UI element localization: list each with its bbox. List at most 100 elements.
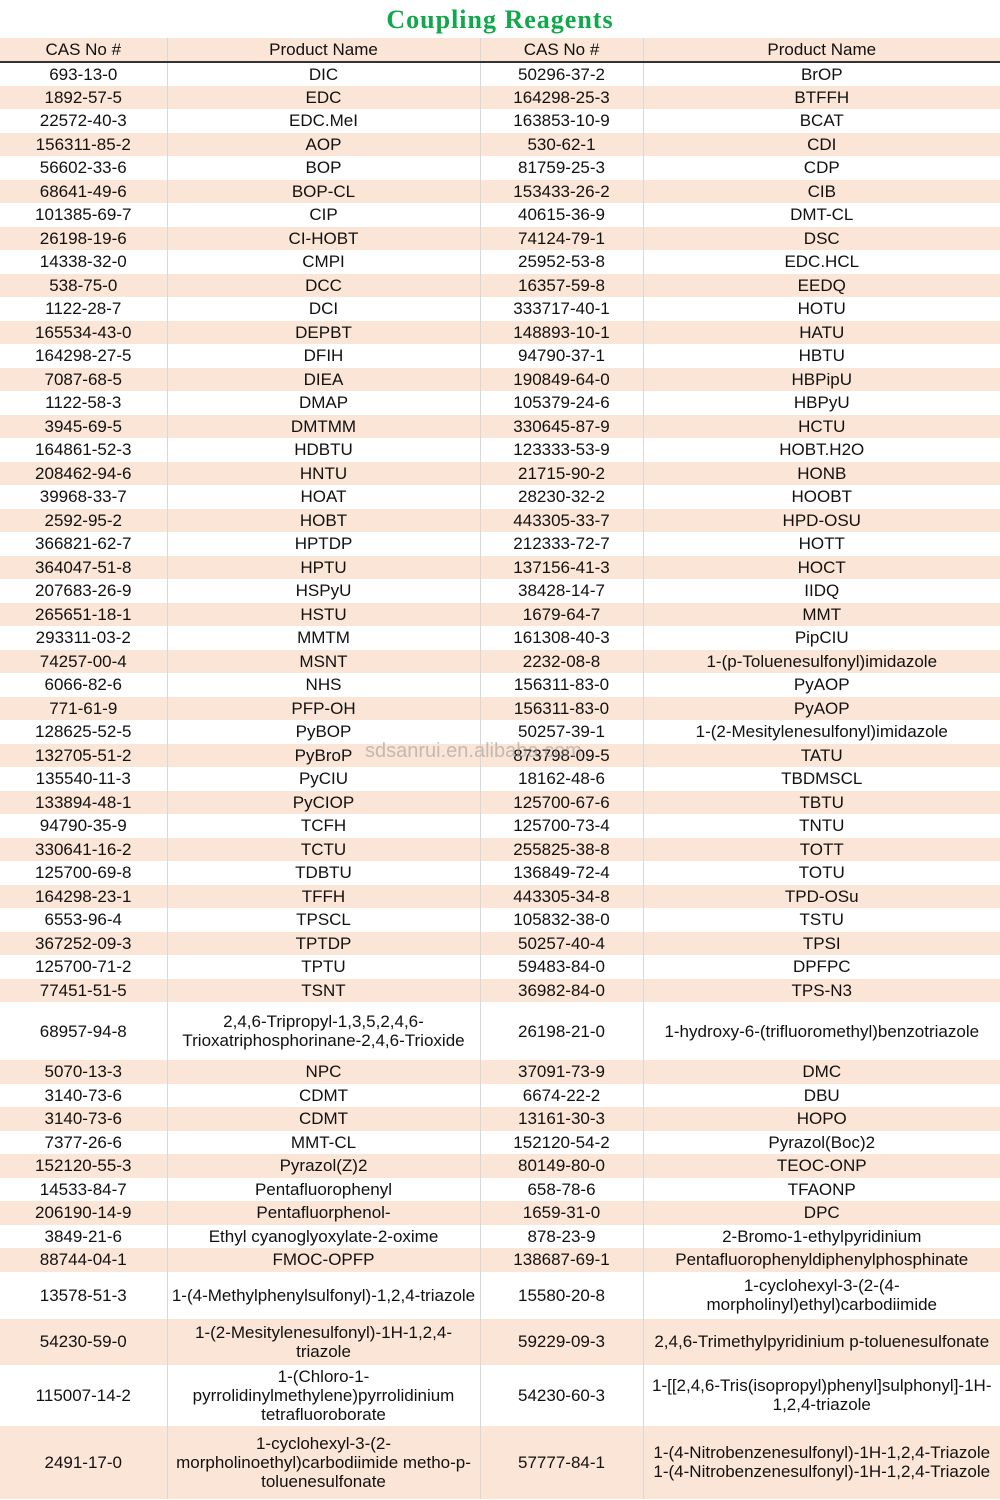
cas-number: 137156-41-3 xyxy=(479,555,643,579)
product-name: 1-cyclohexyl-3-(2-(4-morpholinyl)ethyl)c… xyxy=(642,1271,1000,1319)
cas-number: 133894-48-1 xyxy=(35,792,132,812)
product-name: PyCIOP xyxy=(166,790,480,814)
table-row: 13578-51-3 1-(4-Methylphenylsulfonyl)-1,2… xyxy=(0,1271,1000,1319)
table-row: 68957-94-8 2,4,6-Tripropyl-1,3,5,2,4,6-Tr… xyxy=(0,1002,1000,1060)
cas-number: 56602-33-6 xyxy=(39,158,127,178)
table-row: 1122-28-7 DCI 333717-40-1 HOTU xyxy=(0,297,1000,321)
product-name: TATU xyxy=(642,743,1000,767)
cas-number: 125700-71-2 xyxy=(35,957,132,977)
table-row: 156311-85-2 AOP 530-62-1 CDI xyxy=(0,132,1000,156)
product-name: DFIH xyxy=(166,344,480,368)
product-name: TFAONP xyxy=(642,1177,1000,1201)
table-row: 68641-49-6 BOP-CL 153433-26-2 CIB xyxy=(0,179,1000,203)
cas-number: 18162-48-6 xyxy=(479,767,643,791)
product-name: TPTU xyxy=(166,955,480,979)
product-name: BOP xyxy=(166,156,480,180)
cas-number: 156311-83-0 xyxy=(479,673,643,697)
table-row: 39968-33-7 HOAT 28230-32-2 HOOBT xyxy=(0,485,1000,509)
table-row: 330641-16-2 TCTU 255825-38-8 TOTT xyxy=(0,837,1000,861)
table-row: 133894-48-1 PyCIOP 125700-67-6 TBTU xyxy=(0,790,1000,814)
table-row: 3140-73-6 CDMT 13161-30-3 HOPO xyxy=(0,1107,1000,1131)
cas-number: 333717-40-1 xyxy=(479,297,643,321)
cas-number: 538-75-0 xyxy=(49,275,118,295)
cas-number: 443305-33-7 xyxy=(479,508,643,532)
cas-number: 59483-84-0 xyxy=(479,955,643,979)
product-name: TPSCL xyxy=(166,908,480,932)
product-name: FMOC-OPFP xyxy=(166,1248,480,1272)
cas-number: 3849-21-6 xyxy=(44,1226,122,1246)
cas-number: 88744-04-1 xyxy=(39,1250,127,1270)
table-row: 165534-43-0 DEPBT 148893-10-1 HATU xyxy=(0,320,1000,344)
cas-number: 255825-38-8 xyxy=(479,837,643,861)
cas-number: 26198-19-6 xyxy=(39,228,127,248)
header-cell: CAS No # xyxy=(479,38,643,63)
cas-number: 21715-90-2 xyxy=(479,461,643,485)
cas-number: 190849-64-0 xyxy=(479,367,643,391)
product-name: CDI xyxy=(642,132,1000,156)
product-name: TFFH xyxy=(166,884,480,908)
table-row: 88744-04-1 FMOC-OPFP 138687-69-1 Pentafluor… xyxy=(0,1248,1000,1272)
cas-number: 37091-73-9 xyxy=(479,1060,643,1084)
table-row: 152120-55-3 Pyrazol(Z)2 80149-80-0 TEOC-ONP xyxy=(0,1154,1000,1178)
product-name: 2-Bromo-1-ethylpyridinium xyxy=(642,1224,1000,1248)
table-row: 101385-69-7 CIP 40615-36-9 DMT-CL xyxy=(0,203,1000,227)
table-row: 14338-32-0 CMPI 25952-53-8 EDC.HCL xyxy=(0,250,1000,274)
product-name: PipCIU xyxy=(642,626,1000,650)
product-name: MSNT xyxy=(166,649,480,673)
table-row: 164861-52-3 HDBTU 123333-53-9 HOBT.H2O xyxy=(0,438,1000,462)
cas-number: 2232-08-8 xyxy=(479,649,643,673)
product-name: DMT-CL xyxy=(642,203,1000,227)
table-row: 135540-11-3 PyCIU 18162-48-6 TBDMSCL xyxy=(0,767,1000,791)
cas-number: 38428-14-7 xyxy=(479,579,643,603)
product-name: TCFH xyxy=(166,814,480,838)
cas-number: 6553-96-4 xyxy=(44,910,122,930)
product-name: NHS xyxy=(166,673,480,697)
cas-number: 330645-87-9 xyxy=(479,414,643,438)
cas-number: 50296-37-2 xyxy=(479,62,643,86)
cas-number: 7087-68-5 xyxy=(44,369,122,389)
product-name: BrOP xyxy=(642,62,1000,86)
product-name: 1-hydroxy-6-(trifluoromethyl)benzotriazo… xyxy=(642,1002,1000,1060)
product-name: HNTU xyxy=(166,461,480,485)
cas-number: 163853-10-9 xyxy=(479,109,643,133)
cas-number: 136849-72-4 xyxy=(479,861,643,885)
cas-number: 771-61-9 xyxy=(49,698,118,718)
cas-number: 3140-73-6 xyxy=(44,1085,122,1105)
table-row: 6066-82-6 NHS 156311-83-0 PyAOP xyxy=(0,673,1000,697)
product-name: 2,4,6-Trimethylpyridinium p-toluenesulfo… xyxy=(642,1318,1000,1365)
table-row: 115007-14-2 1-(Chloro-1-pyrrolidinylmethy… xyxy=(0,1364,1000,1426)
header-cell: Product Name xyxy=(166,38,480,63)
table-row: 3945-69-5 DMTMM 330645-87-9 HCTU xyxy=(0,414,1000,438)
cas-number: 50257-40-4 xyxy=(479,931,643,955)
cas-number: 26198-21-0 xyxy=(479,1002,643,1060)
product-name: HBTU xyxy=(642,344,1000,368)
product-name: HOOBT xyxy=(642,485,1000,509)
cas-number: 13161-30-3 xyxy=(479,1107,643,1131)
product-name: HOTT xyxy=(642,532,1000,556)
cas-number: 156311-85-2 xyxy=(35,134,131,154)
cas-number: 1122-58-3 xyxy=(45,393,122,413)
product-name: TDBTU xyxy=(166,861,480,885)
cas-number: 2491-17-0 xyxy=(44,1452,122,1472)
table-row: 56602-33-6 BOP 81759-25-3 CDP xyxy=(0,156,1000,180)
product-name: DMTMM xyxy=(166,414,480,438)
product-name: 2,4,6-Tripropyl-1,3,5,2,4,6-Trioxatripho… xyxy=(166,1002,480,1060)
product-name: CDMT xyxy=(166,1107,480,1131)
table-row: 3140-73-6 CDMT 6674-22-2 DBU xyxy=(0,1083,1000,1107)
cas-number: 364047-51-8 xyxy=(35,557,132,577)
cas-number: 28230-32-2 xyxy=(479,485,643,509)
cas-number: 156311-83-0 xyxy=(479,696,643,720)
product-name: HOAT xyxy=(166,485,480,509)
table-row: 14533-84-7 Pentafluorophenyl 658-78-6 TFAON… xyxy=(0,1177,1000,1201)
table-row: 94790-35-9 TCFH 125700-73-4 TNTU xyxy=(0,814,1000,838)
product-name: TSNT xyxy=(166,978,480,1002)
cas-number: 152120-54-2 xyxy=(479,1130,643,1154)
cas-number: 366821-62-7 xyxy=(35,534,132,554)
table-header: CAS No # Product Name CAS No # Product Name xyxy=(0,38,1000,63)
table-row: 125700-71-2 TPTU 59483-84-0 DPFPC xyxy=(0,955,1000,979)
product-name: 1-(2-Mesitylenesulfonyl)-1H-1,2,4-triazo… xyxy=(166,1318,480,1365)
table-row: 538-75-0 DCC 16357-59-8 EEDQ xyxy=(0,273,1000,297)
product-name: HOCT xyxy=(642,555,1000,579)
product-name: AOP xyxy=(166,132,480,156)
table-row: 164298-23-1 TFFH 443305-34-8 TPD-OSu xyxy=(0,884,1000,908)
